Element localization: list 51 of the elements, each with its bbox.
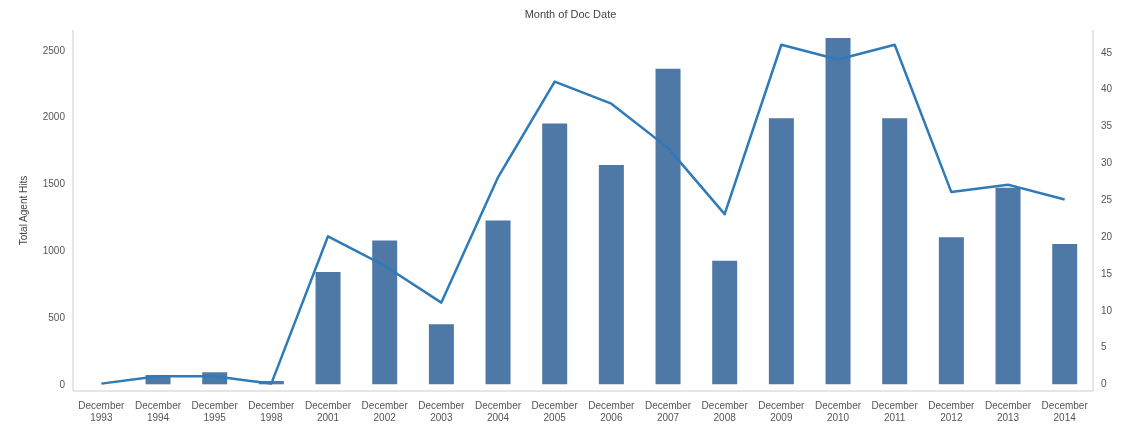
x-tick-label: December 2008 [701,400,749,423]
x-tick-label: December 1994 [134,400,182,423]
x-tick-label: December 2013 [984,400,1032,423]
y-axis-title: Total Agent Hits [17,175,29,246]
bar [542,123,568,385]
x-tick-label: December 1998 [248,400,296,423]
y2-tick-label: 30 [1101,157,1113,169]
bar [598,165,624,385]
y2-tick-label: 20 [1101,230,1113,242]
chart-title: Month of Doc Date [523,8,618,22]
y2-tick-label: 35 [1101,120,1113,132]
x-tick-label: December 2002 [361,400,409,423]
x-tick-label: December 2003 [418,400,466,423]
x-tick-label: December 2011 [871,400,919,423]
bar [485,220,511,385]
x-tick-label: December 1993 [78,400,126,423]
x-tick-label: December 2005 [531,400,579,423]
y2-tick-label: 45 [1101,46,1113,58]
x-tick-label: December 2012 [928,400,976,423]
bar [938,237,964,385]
y-tick-label: 0 [59,378,66,390]
bar [372,240,398,385]
y-tick-label: 500 [48,312,66,324]
y-tick-label: 2500 [42,44,66,56]
y2-tick-label: 0 [1101,378,1107,390]
bar [712,260,738,385]
y-tick-label: 2000 [42,111,66,123]
x-tick-label: December 2010 [814,400,862,423]
bar [428,324,454,385]
bar [1052,243,1078,385]
bar [882,118,908,385]
y2-tick-label: 40 [1101,83,1113,95]
x-tick-label: December 1995 [191,400,239,423]
x-tick-label: December 2006 [588,400,636,423]
x-tick-label: December 2007 [644,400,692,423]
bar [768,118,794,385]
x-tick-label: December 2001 [304,400,352,423]
bar [315,272,341,385]
x-tick-label: December 2014 [1041,400,1089,423]
line-series [100,43,1066,385]
y2-tick-label: 15 [1101,267,1113,279]
y2-tick-label: 25 [1101,194,1113,205]
x-tick-label: December 2004 [474,400,522,423]
y2-tick-label: 10 [1101,304,1113,316]
x-tick-label: December 2009 [758,400,806,423]
y-tick-label: 1000 [42,245,66,257]
y2-tick-label: 5 [1101,341,1107,353]
bar [655,68,681,385]
bar [825,38,851,385]
y-tick-label: 1500 [42,178,66,190]
bar [995,187,1021,385]
